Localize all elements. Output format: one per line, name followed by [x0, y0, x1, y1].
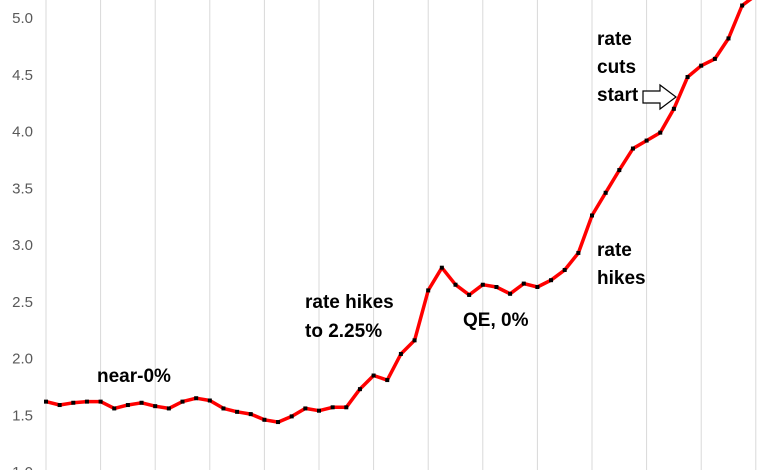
annotation-rate-hikes: rate hikes — [597, 240, 646, 289]
data-point — [330, 405, 335, 410]
data-point — [248, 412, 253, 417]
data-point — [521, 281, 526, 286]
data-point — [712, 56, 717, 61]
data-point — [262, 417, 267, 422]
data-point — [180, 399, 185, 404]
data-point — [221, 406, 226, 411]
data-point — [44, 399, 48, 404]
y-tick-label: 3.5 — [12, 180, 33, 197]
data-point — [508, 291, 513, 296]
data-point — [57, 403, 62, 408]
data-point — [726, 36, 731, 41]
data-point — [235, 409, 240, 414]
annotation-near-zero: near-0% — [97, 366, 171, 387]
data-point-markers — [44, 3, 745, 425]
data-point — [617, 168, 622, 173]
y-tick-label: 5.0 — [12, 10, 33, 27]
data-point — [576, 250, 581, 255]
data-point — [371, 373, 376, 378]
data-point — [699, 63, 704, 68]
data-point — [139, 400, 144, 405]
data-point — [671, 106, 676, 111]
data-point — [494, 284, 499, 289]
y-tick-label: 3.0 — [12, 237, 33, 254]
annotation-qe: QE, 0% — [463, 310, 529, 331]
data-point — [549, 278, 554, 283]
data-point — [207, 398, 212, 403]
data-point — [385, 378, 390, 383]
data-point — [603, 190, 608, 195]
y-axis-tick-labels: 1.0 1.5 2.0 2.5 3.0 3.5 4.0 4.5 5.0 — [12, 10, 33, 470]
data-point — [71, 400, 76, 405]
series-line — [44, 0, 753, 424]
data-point — [344, 405, 349, 410]
data-point — [412, 338, 417, 343]
data-point — [317, 408, 321, 413]
data-point — [685, 75, 690, 80]
data-point — [644, 138, 649, 143]
data-point — [357, 387, 362, 392]
annotation-rate-cuts-start: rate cuts start — [597, 29, 641, 106]
data-point — [112, 406, 117, 411]
data-point — [194, 396, 199, 401]
y-tick-label: 4.0 — [12, 124, 33, 141]
data-point — [453, 282, 458, 287]
data-point — [153, 404, 158, 409]
y-tick-label: 1.5 — [12, 407, 33, 424]
data-point — [439, 265, 444, 270]
data-point — [276, 420, 281, 425]
data-point — [590, 213, 594, 218]
data-point — [98, 399, 103, 404]
data-point — [535, 284, 540, 289]
data-point — [630, 146, 635, 151]
data-point — [84, 399, 89, 404]
y-tick-label: 2.0 — [12, 351, 33, 368]
y-tick-label: 1.0 — [12, 464, 33, 470]
data-point — [303, 406, 308, 411]
y-tick-label: 2.5 — [12, 294, 33, 311]
y-tick-label: 4.5 — [12, 67, 33, 84]
data-point — [658, 130, 663, 135]
vertical-gridlines — [45, 0, 757, 470]
data-point — [398, 351, 403, 356]
data-point — [467, 292, 472, 297]
annotation-rate-hikes-to-2-25: rate hikes to 2.25% — [305, 292, 399, 342]
data-point — [289, 414, 294, 419]
data-point — [480, 282, 485, 287]
data-point — [125, 403, 130, 408]
annotation-arrow-icon — [642, 83, 677, 111]
data-point — [740, 3, 745, 8]
data-point — [426, 288, 431, 293]
data-point — [562, 267, 567, 272]
data-point — [166, 406, 171, 411]
